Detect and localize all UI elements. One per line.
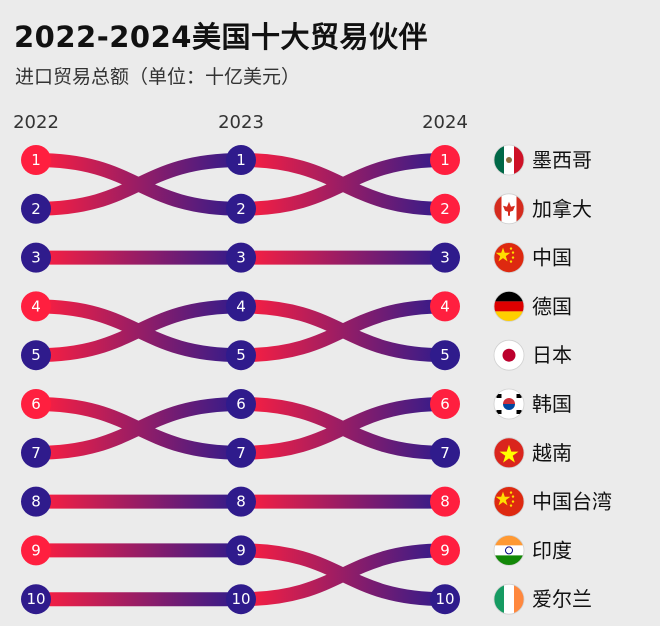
chart-subtitle: 进口贸易总额（单位：十亿美元） bbox=[15, 66, 301, 88]
rank-dot-2023-2 bbox=[226, 193, 256, 224]
country-label-10: 爱尔兰 bbox=[532, 587, 592, 611]
rank-dot-2022-6 bbox=[21, 389, 51, 419]
rank-dot-2024-3 bbox=[430, 242, 460, 273]
china-flag-icon bbox=[493, 486, 525, 518]
rank-label-2023-10: 10 bbox=[231, 590, 250, 608]
year-label-2024: 2024 bbox=[422, 112, 468, 133]
year-label-2022: 2022 bbox=[13, 112, 59, 133]
rank-dot-2022-2 bbox=[21, 193, 51, 224]
rank-dot-2024-7 bbox=[430, 437, 460, 468]
rank-label-2023-2: 2 bbox=[236, 200, 246, 218]
rank-label-2024-4: 4 bbox=[440, 297, 450, 315]
rank-label-2022-9: 9 bbox=[31, 541, 41, 559]
rank-dot-2022-4 bbox=[21, 291, 51, 322]
country-label-6: 韩国 bbox=[532, 392, 572, 416]
south-korea-flag-icon bbox=[493, 388, 525, 420]
rank-dot-2022-3 bbox=[21, 242, 51, 273]
canada-flag-icon bbox=[493, 193, 525, 225]
rank-label-2024-5: 5 bbox=[440, 346, 450, 364]
rank-dot-2023-10 bbox=[226, 584, 256, 615]
rank-dot-2024-9 bbox=[430, 535, 460, 566]
rank-label-2022-2: 2 bbox=[31, 200, 41, 218]
rank-dot-2022-9 bbox=[21, 535, 51, 566]
rank-dot-2023-1 bbox=[226, 145, 256, 175]
rank-dot-2022-10 bbox=[21, 584, 51, 615]
rank-dot-2023-4 bbox=[226, 291, 256, 322]
rank-label-2024-8: 8 bbox=[440, 493, 450, 511]
rank-label-2022-3: 3 bbox=[31, 249, 41, 267]
rank-label-2022-6: 6 bbox=[31, 395, 41, 413]
rank-label-2022-4: 4 bbox=[31, 297, 41, 315]
rank-label-2023-4: 4 bbox=[236, 297, 246, 315]
vietnam-flag-icon bbox=[493, 437, 525, 469]
rank-label-2022-8: 8 bbox=[31, 493, 41, 511]
line-2-seg-2 bbox=[240, 153, 446, 216]
line-5-seg-2 bbox=[240, 299, 446, 363]
line-7-seg-2 bbox=[240, 397, 446, 460]
rank-label-2022-1: 1 bbox=[31, 151, 41, 169]
germany-flag-icon bbox=[493, 290, 525, 322]
rank-label-2024-3: 3 bbox=[440, 249, 450, 267]
rank-label-2022-10: 10 bbox=[26, 590, 45, 608]
rank-dot-2023-9 bbox=[226, 535, 256, 566]
rank-label-2023-8: 8 bbox=[236, 493, 246, 511]
rank-label-2024-9: 9 bbox=[440, 541, 450, 559]
country-label-7: 越南 bbox=[532, 441, 572, 465]
country-label-2: 加拿大 bbox=[532, 197, 592, 221]
rank-dot-2023-5 bbox=[226, 340, 256, 371]
country-label-8: 中国台湾 bbox=[532, 490, 612, 514]
rank-label-2023-3: 3 bbox=[236, 249, 246, 267]
rank-dot-2024-5 bbox=[430, 340, 460, 371]
ireland-flag-icon bbox=[493, 583, 525, 615]
country-label-1: 墨西哥 bbox=[532, 148, 592, 172]
line-10-seg-2 bbox=[240, 543, 446, 607]
rank-dot-2022-1 bbox=[21, 145, 51, 175]
rank-dot-2022-5 bbox=[21, 340, 51, 371]
rank-label-2023-9: 9 bbox=[236, 541, 246, 559]
rank-label-2023-1: 1 bbox=[236, 151, 246, 169]
rank-dot-2022-8 bbox=[21, 486, 51, 517]
rank-dot-2023-8 bbox=[226, 486, 256, 517]
rank-dot-2024-8 bbox=[430, 486, 460, 517]
rank-label-2024-6: 6 bbox=[440, 395, 450, 413]
rank-dot-2024-1 bbox=[430, 145, 460, 175]
rank-dot-2024-10 bbox=[430, 584, 460, 615]
rank-label-2023-5: 5 bbox=[236, 346, 246, 364]
line-5-seg-1 bbox=[35, 299, 242, 363]
year-labels: 2022 2023 2024 bbox=[13, 112, 468, 133]
india-flag-icon bbox=[493, 535, 525, 566]
china-flag-icon bbox=[493, 242, 525, 274]
rank-dot-2023-3 bbox=[226, 242, 256, 273]
rank-dot-2024-2 bbox=[430, 193, 460, 224]
country-label-3: 中国 bbox=[532, 246, 572, 270]
line-7-seg-1 bbox=[35, 397, 242, 460]
rank-label-2024-2: 2 bbox=[440, 200, 450, 218]
chart-title: 2022-2024美国十大贸易伙伴 bbox=[14, 20, 428, 54]
rank-dot-2022-7 bbox=[21, 437, 51, 468]
country-label-9: 印度 bbox=[532, 538, 572, 562]
rank-label-2023-6: 6 bbox=[236, 395, 246, 413]
rank-dot-2023-7 bbox=[226, 437, 256, 468]
rank-dots: 1 2 1 2 1 2 3 3 3 4 5 4 5 4 5 6 7 6 7 6 7 8 8 8 9 9 10 10 10 9 bbox=[21, 145, 460, 615]
rank-label-2024-10: 10 bbox=[435, 590, 454, 608]
rank-dot-2024-4 bbox=[430, 291, 460, 322]
mexico-flag-icon bbox=[493, 144, 525, 176]
line-2-seg-1 bbox=[35, 153, 242, 216]
country-label-5: 日本 bbox=[532, 343, 572, 367]
rank-dot-2023-6 bbox=[226, 389, 256, 419]
rank-dot-2024-6 bbox=[430, 389, 460, 419]
rank-label-2022-5: 5 bbox=[31, 346, 41, 364]
rank-label-2022-7: 7 bbox=[31, 444, 41, 462]
country-label-4: 德国 bbox=[532, 294, 572, 318]
rank-lines bbox=[35, 153, 446, 607]
rank-label-2023-7: 7 bbox=[236, 444, 246, 462]
rank-label-2024-7: 7 bbox=[440, 444, 450, 462]
year-label-2023: 2023 bbox=[218, 112, 264, 133]
japan-flag-icon bbox=[493, 339, 525, 371]
rank-label-2024-1: 1 bbox=[440, 151, 450, 169]
